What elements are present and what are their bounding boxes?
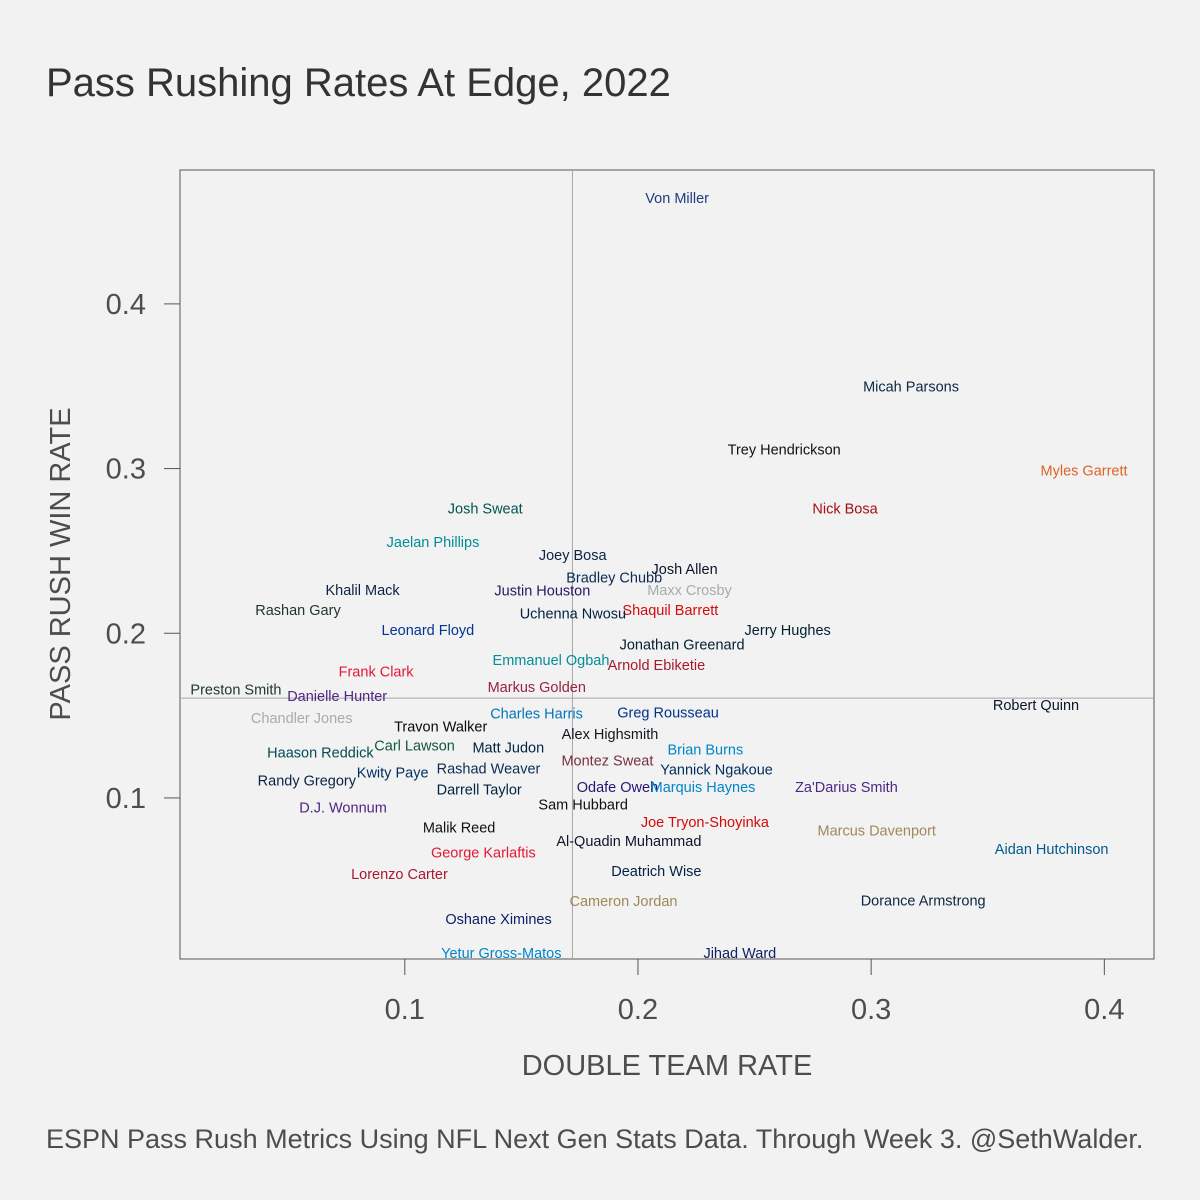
player-label: Uchenna Nwosu	[520, 607, 626, 623]
y-axis-title: PASS RUSH WIN RATE	[45, 407, 77, 720]
x-axis: 0.1 0.2 0.3 0.4	[385, 959, 1124, 1026]
player-label: Carl Lawson	[374, 739, 455, 755]
y-tick-label: 0.4	[106, 289, 146, 321]
player-label: Randy Gregory	[258, 773, 357, 789]
player-label: D.J. Wonnum	[299, 800, 387, 816]
player-label: Deatrich Wise	[611, 864, 701, 880]
plot-panel	[179, 169, 1155, 960]
player-label: Von Miller	[645, 191, 709, 207]
y-axis: 0.1 0.2 0.3 0.4	[106, 289, 180, 815]
player-label: Justin Houston	[494, 584, 590, 600]
player-label: Jaelan Phillips	[387, 535, 480, 551]
player-label: Bradley Chubb	[566, 570, 662, 586]
x-tick-label: 0.2	[618, 994, 658, 1026]
x-tick-label: 0.1	[385, 994, 425, 1026]
player-label: Shaquil Barrett	[622, 603, 718, 619]
player-label: Haason Reddick	[267, 746, 374, 762]
player-label: Travon Walker	[394, 720, 487, 736]
player-label: Markus Golden	[488, 680, 586, 696]
player-label: Micah Parsons	[863, 380, 959, 396]
player-label: Aidan Hutchinson	[995, 842, 1109, 858]
player-label: Joe Tryon-Shoyinka	[641, 815, 770, 831]
player-label: Myles Garrett	[1041, 463, 1128, 479]
player-label: Kwity Paye	[357, 766, 429, 782]
y-tick-label: 0.3	[106, 454, 146, 486]
y-tick-label: 0.2	[106, 618, 146, 650]
player-label: Oshane Ximines	[445, 912, 551, 928]
player-label: Greg Rousseau	[617, 706, 719, 722]
player-label: Danielle Hunter	[287, 689, 387, 705]
player-label: Darrell Taylor	[437, 783, 522, 799]
player-label: Jonathan Greenard	[620, 638, 745, 654]
player-label: Yetur Gross-Matos	[441, 946, 561, 962]
player-label: Khalil Mack	[326, 583, 401, 599]
player-label: Sam Hubbard	[538, 798, 627, 814]
player-label: Charles Harris	[490, 707, 583, 723]
player-label: Josh Sweat	[448, 501, 523, 517]
player-label: Brian Burns	[667, 743, 743, 759]
player-label: Frank Clark	[339, 665, 415, 681]
player-label: Odafe Oweh	[577, 780, 658, 796]
player-label: Rashan Gary	[255, 603, 341, 619]
chart-title: Pass Rushing Rates At Edge, 2022	[46, 61, 671, 105]
player-label: Josh Allen	[652, 562, 718, 578]
player-label: Arnold Ebiketie	[608, 658, 706, 674]
player-label: Nick Bosa	[812, 501, 878, 517]
player-label: Preston Smith	[190, 683, 281, 699]
player-label: Yannick Ngakoue	[660, 763, 773, 779]
player-label: Malik Reed	[423, 821, 496, 837]
player-label: Marquis Haynes	[651, 780, 756, 796]
player-label: Emmanuel Ogbah	[493, 653, 610, 669]
player-label: Montez Sweat	[561, 754, 653, 770]
player-label: Joey Bosa	[539, 548, 608, 564]
player-label: Marcus Davenport	[818, 824, 936, 840]
player-label: Leonard Floyd	[382, 623, 475, 639]
player-label: Trey Hendrickson	[728, 442, 841, 458]
player-labels: Von Miller Micah Parsons Trey Hendrickson M…	[190, 191, 1127, 962]
player-label: Lorenzo Carter	[351, 867, 448, 883]
player-label: Maxx Crosby	[647, 583, 732, 599]
player-label: Rashad Weaver	[437, 762, 541, 778]
player-label: Chandler Jones	[251, 711, 353, 727]
reference-lines	[180, 170, 1154, 959]
player-label: Cameron Jordan	[570, 894, 678, 910]
player-label: Matt Judon	[472, 741, 544, 757]
y-tick-label: 0.1	[106, 783, 146, 815]
player-label: Za'Darius Smith	[795, 780, 898, 796]
chart-caption: ESPN Pass Rush Metrics Using NFL Next Ge…	[46, 1124, 1143, 1154]
player-label: Jihad Ward	[703, 946, 776, 962]
x-tick-label: 0.3	[851, 994, 891, 1026]
x-tick-label: 0.4	[1084, 994, 1124, 1026]
x-axis-title: DOUBLE TEAM RATE	[522, 1050, 813, 1082]
player-label: Jerry Hughes	[745, 623, 831, 639]
player-label: George Karlaftis	[431, 845, 536, 861]
player-label: Dorance Armstrong	[861, 893, 986, 909]
player-label: Al-Quadin Muhammad	[556, 834, 701, 850]
player-label: Alex Highsmith	[562, 727, 659, 743]
player-label: Robert Quinn	[993, 698, 1079, 714]
